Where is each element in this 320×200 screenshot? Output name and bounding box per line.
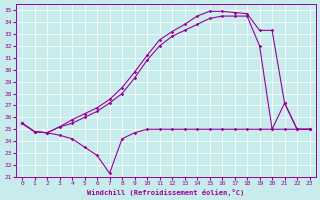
- X-axis label: Windchill (Refroidissement éolien,°C): Windchill (Refroidissement éolien,°C): [87, 189, 244, 196]
